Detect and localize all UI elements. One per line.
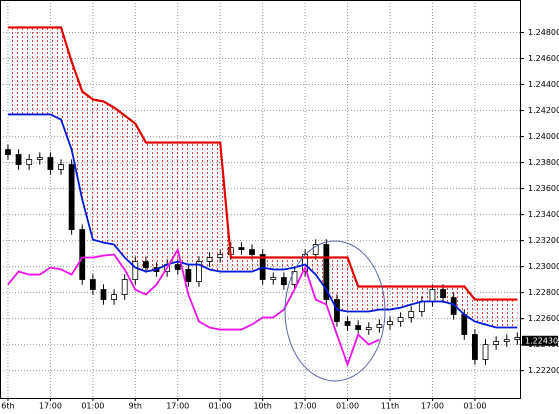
candle-body [132, 261, 139, 280]
last-price-box [522, 335, 558, 346]
x-tick-label: 10th [253, 402, 271, 411]
candle-body [387, 321, 393, 325]
candle-body [174, 264, 181, 270]
indicator-line [7, 26, 518, 301]
candle-body [68, 164, 75, 230]
y-tick-label: 1.23000 [528, 262, 559, 271]
candle-body [408, 311, 415, 318]
y-tick-label: 1.22600 [528, 314, 559, 323]
candle-body [291, 271, 298, 285]
y-tick-label: 1.24400 [528, 80, 559, 89]
x-tick-label: 17:00 [39, 402, 62, 411]
candle-body [121, 279, 128, 295]
x-tick-label: 6th [1, 402, 14, 411]
candle-body [418, 301, 425, 312]
candle-body [482, 344, 489, 360]
y-tick-label: 1.24600 [528, 54, 559, 63]
x-tick-label: 01:00 [81, 402, 104, 411]
candle-body [270, 277, 277, 280]
candle-body [47, 157, 54, 170]
y-tick-label: 1.23600 [528, 184, 559, 193]
candle-body [376, 324, 383, 328]
candle-body [397, 317, 404, 322]
candle-body [217, 254, 224, 258]
plot-area [0, 0, 521, 398]
x-tick-label: 17:00 [166, 402, 189, 411]
candle-body [206, 257, 213, 262]
candle-body [79, 229, 86, 280]
y-tick-label: 1.24800 [528, 28, 559, 37]
candle-body [5, 149, 11, 155]
candle-body [440, 289, 446, 298]
y-tick-label: 1.23400 [528, 210, 559, 219]
x-tick-label: 01:00 [463, 402, 486, 411]
indicator-line [7, 113, 518, 329]
candle-body [185, 269, 192, 282]
candle-body [471, 334, 478, 360]
y-tick-label: 1.24000 [528, 132, 559, 141]
last-price-label: 1.22430 [525, 336, 558, 345]
cloud [7, 27, 518, 328]
candle-body [365, 327, 372, 330]
candle-body [15, 154, 22, 165]
x-tick-label: 01:00 [209, 402, 232, 411]
candle-body [514, 337, 521, 341]
x-tick-label: 9th [129, 402, 142, 411]
candle-body [26, 159, 33, 165]
y-tick-label: 1.22800 [528, 288, 559, 297]
candle-body [355, 325, 362, 330]
candle-body [111, 294, 117, 300]
candle-body [503, 339, 510, 342]
y-tick-label: 1.24200 [528, 106, 559, 115]
x-tick-label: 17:00 [294, 402, 317, 411]
candle-body [280, 277, 287, 285]
candle-body [249, 249, 255, 255]
indicator-line [7, 247, 380, 368]
candle-body [36, 157, 43, 160]
x-tick-label: 01:00 [336, 402, 359, 411]
candle-body [461, 314, 468, 335]
y-tick-label: 1.23200 [528, 236, 559, 245]
candle-body [143, 261, 149, 268]
candle-body [238, 247, 245, 250]
x-tick-label: 11th [381, 402, 399, 411]
candle-body [312, 244, 319, 255]
plot-border [0, 0, 521, 399]
candle-body [89, 279, 96, 290]
candle-body [58, 164, 64, 170]
y-tick-label: 1.23800 [528, 158, 559, 167]
candle-body [429, 289, 436, 302]
candle-body [100, 289, 107, 300]
annotation-circle [284, 240, 386, 382]
candle-body [323, 244, 330, 300]
x-tick-label: 17:00 [421, 402, 444, 411]
candle-body [344, 321, 351, 326]
y-tick-label: 1.22200 [528, 366, 559, 375]
candle-body [493, 341, 500, 345]
candle-body [196, 261, 202, 282]
